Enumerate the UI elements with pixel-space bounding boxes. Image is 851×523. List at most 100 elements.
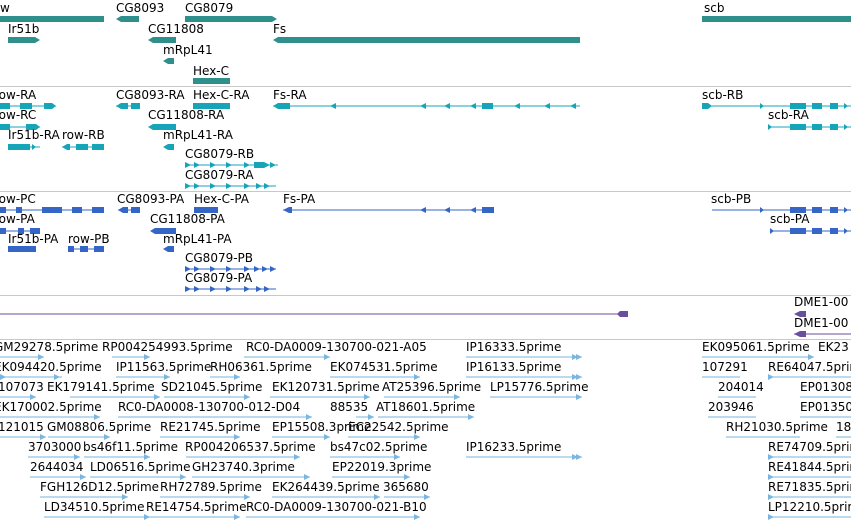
transcript-label-fs-ra: Fs-RA xyxy=(273,88,307,102)
est-glyph[interactable] xyxy=(90,474,186,480)
protein-row-pa[interactable] xyxy=(0,228,40,234)
protein-scb-pb[interactable] xyxy=(712,207,851,213)
est-label: IP16133.5prime xyxy=(466,360,562,374)
est-label: AT18601.5prime xyxy=(376,400,476,414)
protein-row-pc[interactable] xyxy=(0,207,104,213)
est-glyph[interactable] xyxy=(330,374,420,380)
transcript-cg8079-ra[interactable] xyxy=(185,183,276,189)
gene-bar-mrpl41[interactable] xyxy=(163,58,174,64)
est-glyph[interactable] xyxy=(356,414,374,420)
transcript-cg8093-ra[interactable] xyxy=(116,103,140,109)
transcript-label-cg8079-ra: CG8079-RA xyxy=(185,168,254,182)
protein-cg11808-pa[interactable] xyxy=(150,228,176,234)
est-glyph[interactable] xyxy=(768,374,851,380)
protein-label-hex-c-pa: Hex-C-PA xyxy=(194,192,250,206)
feature-dme1-b[interactable] xyxy=(794,331,851,337)
transcript-row-ra[interactable] xyxy=(0,103,56,109)
est-glyph[interactable] xyxy=(112,354,150,360)
est-glyph[interactable] xyxy=(384,494,430,500)
est-label: EP01350 xyxy=(800,400,851,414)
est-glyph[interactable] xyxy=(270,394,370,400)
est-glyph[interactable] xyxy=(164,394,250,400)
est-glyph[interactable] xyxy=(272,434,330,440)
gene-bar-w[interactable] xyxy=(0,16,104,22)
est-glyph[interactable] xyxy=(768,514,851,520)
feature-dme1-a[interactable] xyxy=(794,311,806,317)
est-glyph[interactable] xyxy=(84,454,150,460)
est-label: EK095061.5prime xyxy=(702,340,810,354)
est-glyph[interactable] xyxy=(0,394,36,400)
est-glyph[interactable] xyxy=(160,434,240,440)
est-glyph[interactable] xyxy=(330,454,400,460)
est-glyph[interactable] xyxy=(768,494,851,500)
protein-cg8093-pa[interactable] xyxy=(118,207,140,213)
protein-ir51b-pa[interactable] xyxy=(8,246,36,252)
est-glyph[interactable] xyxy=(272,494,380,500)
est-glyph[interactable] xyxy=(192,474,310,480)
est-glyph[interactable] xyxy=(384,394,460,400)
transcript-scb-ra[interactable] xyxy=(768,124,851,130)
gene-bar-cg8079[interactable] xyxy=(185,16,277,22)
transcript-cg8079-rb[interactable] xyxy=(185,162,278,168)
transcript-fs-ra[interactable] xyxy=(273,103,580,109)
est-glyph[interactable] xyxy=(28,454,80,460)
est-glyph[interactable] xyxy=(48,434,110,440)
protein-scb-pa[interactable] xyxy=(770,228,851,234)
est-glyph[interactable] xyxy=(160,494,250,500)
est-glyph[interactable] xyxy=(332,474,410,480)
protein-row-pb[interactable] xyxy=(68,246,104,252)
gene-bar-hex-c[interactable] xyxy=(193,78,230,84)
est-glyph[interactable] xyxy=(70,394,160,400)
transcript-scb-rb[interactable] xyxy=(702,103,851,109)
protein-mrpl41-pa[interactable] xyxy=(163,246,174,252)
est-glyph[interactable] xyxy=(768,474,851,480)
est-glyph[interactable] xyxy=(466,454,582,460)
est-glyph[interactable] xyxy=(466,374,582,380)
est-glyph[interactable] xyxy=(0,354,44,360)
est-glyph[interactable] xyxy=(186,454,300,460)
track-separator xyxy=(0,191,851,192)
gene-label-w: w xyxy=(0,1,10,15)
est-glyph[interactable] xyxy=(348,434,420,440)
est-glyph[interactable] xyxy=(702,354,814,360)
gene-bar-scb[interactable] xyxy=(702,16,851,22)
transcript-track: row-RA CG8093-RA Hex-C-RA Fs-RA scb-RB r… xyxy=(0,87,851,191)
protein-fs-pa[interactable] xyxy=(283,207,494,213)
protein-cg8079-pa[interactable] xyxy=(185,286,276,292)
gene-bar-cg8093[interactable] xyxy=(116,16,139,22)
est-label: GH23740.3prime xyxy=(192,460,295,474)
est-glyph[interactable] xyxy=(0,374,62,380)
feature-long-span[interactable] xyxy=(0,311,628,317)
est-label: EK170002.5prime xyxy=(0,400,102,414)
est-glyph[interactable] xyxy=(246,514,420,520)
transcript-hex-c-ra[interactable] xyxy=(193,103,230,109)
transcript-row-rb[interactable] xyxy=(62,144,104,150)
est-glyph[interactable] xyxy=(44,514,150,520)
est-glyph[interactable] xyxy=(146,514,240,520)
est-glyph[interactable] xyxy=(0,434,46,440)
est-glyph[interactable] xyxy=(0,414,100,420)
gene-bar-cg11808[interactable] xyxy=(148,37,176,43)
est-glyph[interactable] xyxy=(378,414,474,420)
est-label: RP004254993.5prime xyxy=(102,340,233,354)
est-glyph[interactable] xyxy=(210,374,240,380)
transcript-cg11808-ra[interactable] xyxy=(148,124,176,130)
est-glyph[interactable] xyxy=(30,474,86,480)
est-glyph[interactable] xyxy=(40,494,128,500)
transcript-row-rc[interactable] xyxy=(0,124,40,130)
est-glyph[interactable] xyxy=(768,454,851,460)
est-label: EK23 xyxy=(818,340,849,354)
gene-bar-fs[interactable] xyxy=(273,37,580,43)
est-glyph[interactable] xyxy=(466,354,582,360)
est-glyph[interactable] xyxy=(118,414,312,420)
est-glyph[interactable] xyxy=(116,374,170,380)
gene-bar-ir51b[interactable] xyxy=(8,37,40,43)
transcript-ir51b-ra[interactable] xyxy=(8,144,40,150)
gene-label-ir51b: Ir51b xyxy=(8,22,40,36)
est-glyph[interactable] xyxy=(490,394,582,400)
transcript-mrpl41-ra[interactable] xyxy=(163,144,174,150)
protein-label-cg8079-pb: CG8079-PB xyxy=(185,251,254,265)
est-glyph[interactable] xyxy=(244,354,330,360)
protein-cg8079-pb[interactable] xyxy=(185,266,276,272)
protein-hex-c-pa[interactable] xyxy=(194,207,218,213)
